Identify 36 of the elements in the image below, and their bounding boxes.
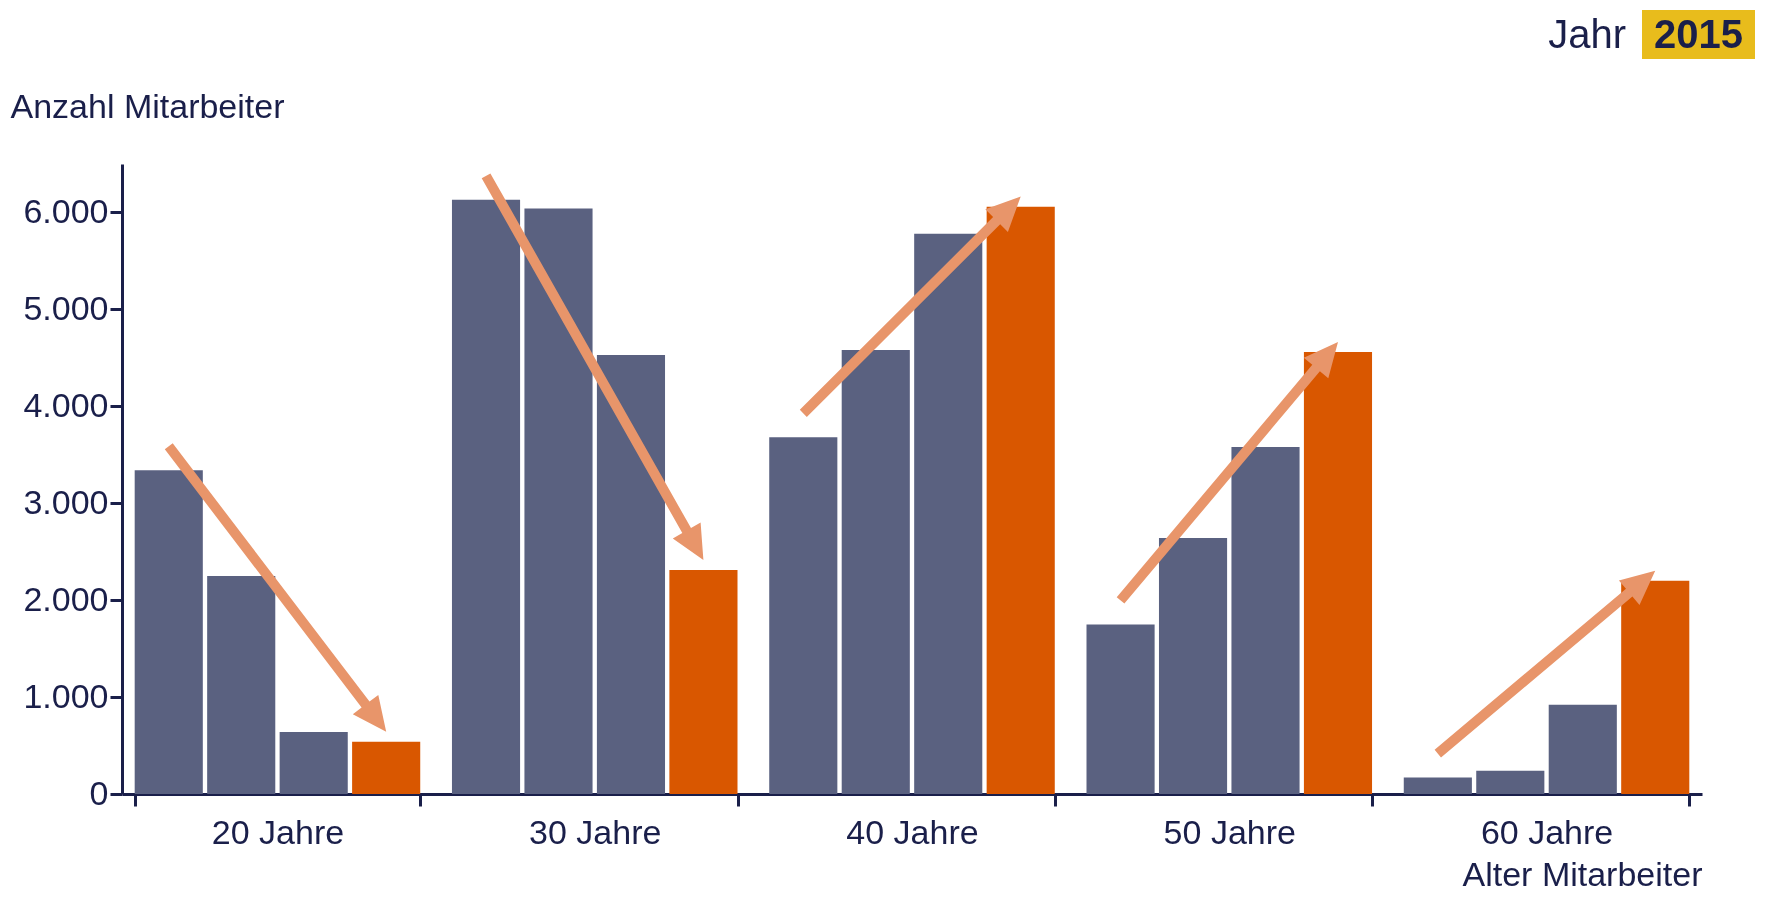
bar: [207, 575, 276, 794]
bar: [1158, 538, 1228, 794]
x-tick-label: 20 Jahre: [211, 812, 345, 851]
x-tick-label: 50 Jahre: [1163, 812, 1296, 851]
bar: [841, 350, 910, 794]
y-tick-label: 0: [89, 773, 109, 812]
bar: [914, 233, 983, 794]
y-tick-label: 4.000: [23, 385, 109, 424]
text: 2015: [1642, 10, 1755, 59]
bar: [451, 199, 521, 794]
x-tick-label: 30 Jahre: [529, 812, 662, 851]
bar: [1548, 704, 1617, 794]
y-tick-label: 3.000: [23, 482, 109, 521]
y-tick-label: 5.000: [23, 288, 109, 327]
bar: [352, 741, 421, 794]
x-axis-title: Alter Mitarbeiter: [1462, 854, 1703, 893]
y-tick-label: 6.000: [23, 191, 109, 230]
bar: [769, 437, 838, 794]
x-tick-label: 40 Jahre: [846, 812, 979, 851]
bar: [134, 470, 203, 794]
bar: [669, 570, 738, 794]
bar: [1476, 770, 1545, 794]
x-tick-label: 60 Jahre: [1480, 812, 1614, 851]
y-tick-label: 1.000: [23, 676, 109, 715]
bar: [1086, 624, 1155, 794]
text: Jahr: [1548, 12, 1627, 57]
bar: [1403, 777, 1472, 794]
bar: [986, 206, 1055, 794]
bar: [1303, 352, 1373, 794]
bar: [596, 354, 666, 794]
y-axis-title: Anzahl Mitarbeiter: [10, 86, 285, 125]
bar: [524, 208, 593, 794]
bar: [1621, 580, 1690, 794]
bar: [1231, 447, 1300, 794]
y-tick-label: 2.000: [23, 579, 109, 618]
bar: [279, 731, 348, 794]
